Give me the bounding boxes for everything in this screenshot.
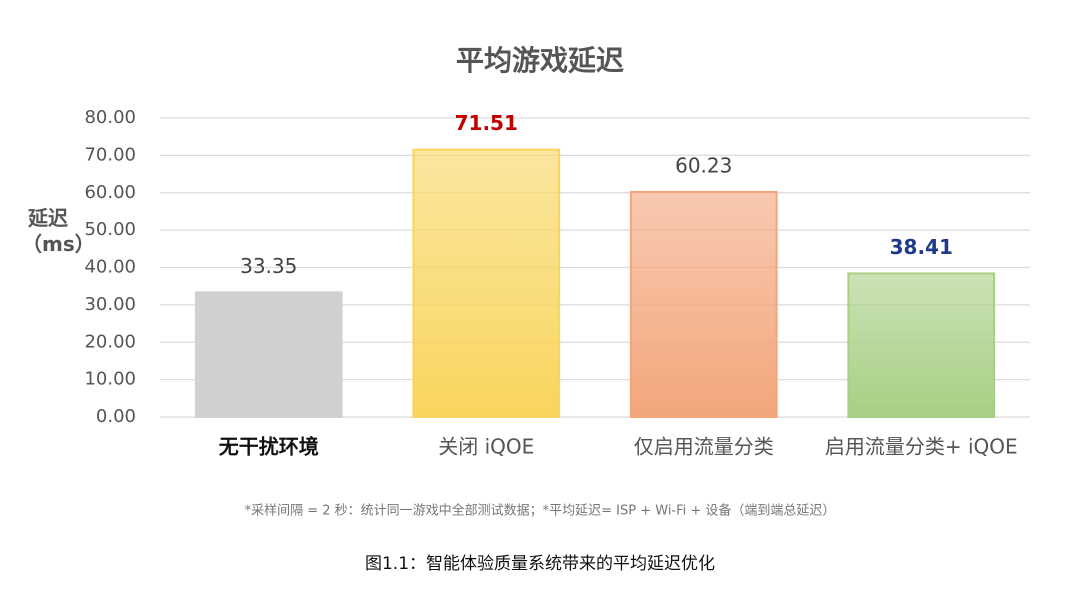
y-tick-label: 40.00 bbox=[84, 257, 136, 278]
data-label: 33.35 bbox=[240, 254, 297, 278]
data-label: 60.23 bbox=[675, 153, 732, 177]
data-label: 38.41 bbox=[890, 235, 953, 259]
bar bbox=[847, 272, 996, 418]
data-label: 71.51 bbox=[455, 111, 518, 135]
y-tick-label: 20.00 bbox=[84, 331, 136, 352]
chart-title: 平均游戏延迟 bbox=[456, 44, 624, 77]
footnote: *采样间隔 = 2 秒：统计同一游戏中全部测试数据；*平均延迟= ISP + W… bbox=[245, 503, 836, 519]
y-tick-label: 80.00 bbox=[84, 107, 136, 128]
y-axis-label: 延迟（ms） bbox=[22, 206, 95, 256]
x-tick-label: 仅启用流量分类 bbox=[634, 435, 774, 459]
x-tick-label: 启用流量分类+ iQOE bbox=[825, 435, 1018, 459]
bar bbox=[194, 291, 343, 418]
y-tick-label: 10.00 bbox=[84, 369, 136, 390]
y-tick-label: 60.00 bbox=[84, 182, 136, 203]
caption: 图1.1：智能体验质量系统带来的平均延迟优化 bbox=[365, 554, 715, 574]
x-tick-label: 无干扰环境 bbox=[219, 435, 319, 459]
bar bbox=[412, 148, 561, 418]
y-tick-label: 50.00 bbox=[84, 219, 136, 240]
y-tick-label: 0.00 bbox=[96, 406, 136, 427]
x-tick-label: 关闭 iQOE bbox=[438, 435, 534, 459]
y-tick-label: 70.00 bbox=[84, 144, 136, 165]
y-tick-label: 30.00 bbox=[84, 294, 136, 315]
bar bbox=[629, 190, 778, 418]
